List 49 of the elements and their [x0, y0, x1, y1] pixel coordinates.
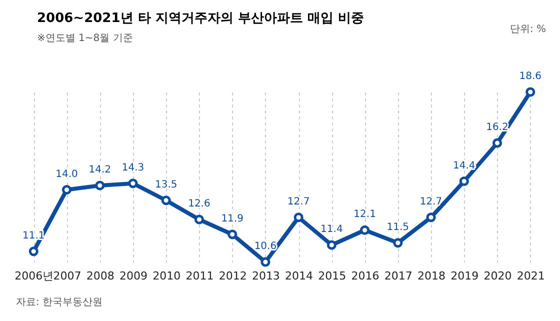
data-label: 18.6: [519, 71, 542, 82]
x-tick-label: 2009: [119, 270, 148, 282]
point: [28, 246, 38, 256]
chart-subtitle: ※연도별 1~8월 기준: [37, 33, 133, 44]
x-tick-label: 2007: [53, 270, 82, 282]
x-tick-label: 2018: [418, 270, 446, 282]
point: [459, 176, 469, 186]
x-tick-label: 2016: [351, 270, 380, 282]
chart-title: 2006~2021년 타 지역거주자의 부산아파트 매입 비중: [37, 11, 364, 26]
point: [62, 184, 72, 195]
point: [95, 180, 105, 190]
point: [360, 225, 370, 235]
x-tick-label: 2015: [318, 270, 346, 282]
x-tick-label: 2020: [484, 270, 512, 282]
point: [260, 257, 270, 267]
text: 단위: %: [510, 23, 546, 36]
point: [194, 214, 204, 224]
x-tick-label: 2014: [285, 270, 314, 282]
x-tick-label: 2008: [86, 270, 114, 282]
point: [128, 178, 138, 188]
data-label: 11.4: [320, 224, 343, 235]
x-tick-label: 2017: [384, 270, 412, 282]
point: [326, 240, 336, 250]
data-label: 11.9: [221, 213, 244, 224]
point: [294, 212, 304, 222]
x-tick-label: 2013: [252, 270, 280, 282]
point: [426, 212, 436, 222]
point: [526, 87, 536, 97]
x-tick-label: 2011: [186, 270, 214, 282]
point: [161, 196, 171, 206]
data-label: 14.0: [56, 168, 78, 180]
point: [492, 138, 502, 148]
text: 자료: 한국부동산원: [16, 296, 103, 309]
data-label: 12.6: [188, 198, 210, 210]
point: [228, 230, 238, 240]
data-label: 14.4: [453, 160, 476, 172]
x-tick-label: 2006년: [14, 270, 54, 282]
x-tick-label: 2021: [516, 270, 545, 282]
point: [393, 238, 403, 248]
data-label: 13.5: [154, 179, 178, 190]
data-label: 14.3: [122, 162, 144, 174]
x-tick-label: 2012: [218, 270, 247, 282]
data-label: 11.5: [386, 222, 410, 233]
x-tick-label: 2019: [450, 270, 479, 282]
data-label: 14.2: [88, 164, 111, 176]
x-tick-label: 2010: [152, 270, 181, 282]
data-label: 12.7: [420, 196, 442, 208]
data-label: 12.1: [354, 209, 376, 220]
data-label: 12.7: [287, 196, 310, 208]
